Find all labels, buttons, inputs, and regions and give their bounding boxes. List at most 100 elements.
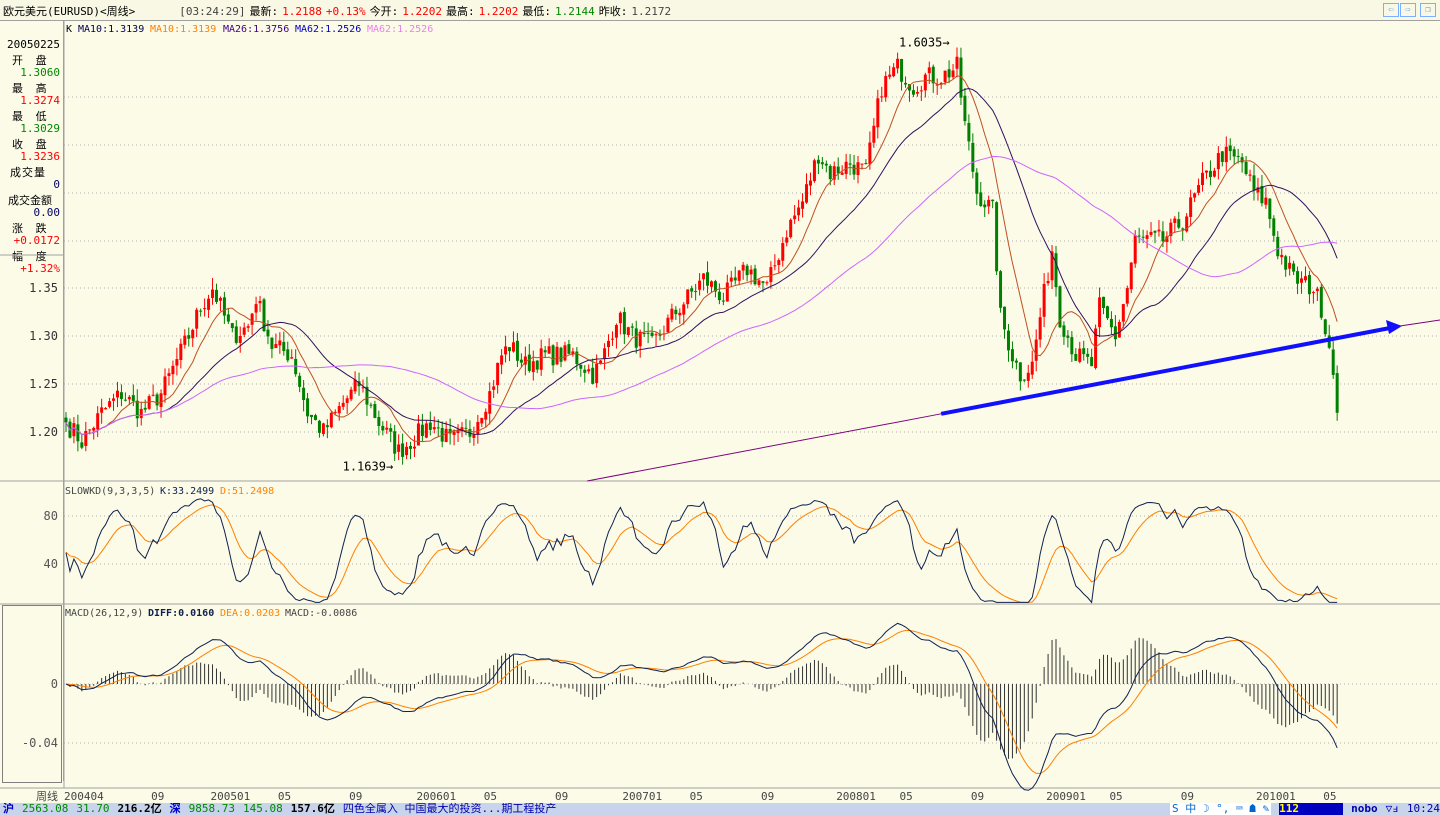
- candle-body: [424, 423, 428, 438]
- candle-body: [1129, 262, 1133, 290]
- candle-body: [1010, 349, 1014, 362]
- candle-body: [416, 423, 420, 446]
- candle-body: [603, 348, 607, 360]
- candle-body: [369, 404, 373, 406]
- kd-d-line: [65, 504, 1338, 603]
- candle-body: [1189, 197, 1193, 217]
- candle-body: [1165, 236, 1169, 243]
- forward-button[interactable]: ⇨: [1400, 3, 1416, 17]
- restore-window-button[interactable]: ❐: [1420, 3, 1436, 17]
- candle-body: [1252, 175, 1256, 191]
- candle-body: [563, 345, 567, 361]
- candle-body: [325, 425, 329, 428]
- candle-body: [1331, 349, 1335, 375]
- candle-body: [523, 356, 527, 365]
- x-tick-label: 05: [278, 790, 291, 803]
- candle-body: [1090, 357, 1094, 367]
- candle-body: [713, 281, 717, 292]
- candle-body: [476, 421, 480, 435]
- open-value: 1.2202: [402, 5, 442, 18]
- candle-body: [127, 396, 131, 400]
- sz-index: 9858.73: [188, 803, 235, 815]
- candle-body: [765, 282, 769, 284]
- candle-body: [1193, 193, 1197, 198]
- candle-body: [737, 270, 741, 281]
- candle-body: [943, 70, 947, 83]
- ime-toolbar[interactable]: S 中 ☽ °, ⌨ ☗ ✎: [1170, 803, 1272, 815]
- macd-dea: DEA:0.0203: [220, 608, 280, 619]
- status-bar: 沪 2563.08 31.70 216.2亿 深 9858.73 145.08 …: [0, 803, 1440, 815]
- info-open: 1.3060: [20, 66, 60, 79]
- candle-body: [789, 219, 793, 238]
- info-close-label: 收 盘: [12, 138, 50, 151]
- candle-body: [274, 344, 278, 349]
- legend-ma26: MA26:1.3756: [223, 24, 289, 35]
- arrow-head-icon: [1386, 320, 1402, 334]
- candle-body: [167, 373, 171, 376]
- news-ticker[interactable]: 四色全属入 中国最大的投资...期工程投产: [342, 803, 557, 815]
- legend-ma10-alt: MA10:1.3139: [150, 24, 216, 35]
- x-tick-label: 09: [761, 790, 774, 803]
- kd-k-line: [65, 498, 1338, 604]
- prev-value: 1.2172: [631, 5, 672, 18]
- candle-body: [76, 424, 80, 442]
- x-tick-label: 05: [484, 790, 497, 803]
- candle-body: [218, 297, 222, 301]
- candle-body: [614, 325, 618, 338]
- candle-body: [1062, 325, 1066, 337]
- latest-value: 1.2188: [282, 5, 322, 18]
- candle-body: [444, 428, 448, 443]
- x-tick-label: 05: [690, 790, 703, 803]
- x-tick-label: 200801: [836, 790, 876, 803]
- info-open-label: 开 盘: [12, 54, 50, 67]
- candle-body: [527, 354, 531, 371]
- candle-body: [678, 312, 682, 316]
- candle-body: [971, 142, 975, 172]
- candle-body: [733, 277, 737, 281]
- candle-body: [709, 281, 713, 287]
- candle-body: [654, 334, 658, 336]
- quote-line: 欧元美元(EURUSD)<周线> [03:24:29] 最新: 1.2188 +…: [3, 3, 671, 19]
- candle-body: [1288, 262, 1292, 269]
- candle-body: [860, 163, 864, 165]
- info-high: 1.3274: [20, 94, 60, 107]
- candle-body: [135, 400, 139, 419]
- kd-title: SLOWKD(9,3,3,5): [65, 486, 155, 497]
- candle-body: [64, 417, 68, 423]
- candle-body: [270, 337, 274, 349]
- candle-body: [290, 357, 294, 359]
- info-chg: +0.0172: [13, 234, 60, 247]
- candle-body: [876, 98, 880, 128]
- candle-body: [349, 389, 353, 400]
- candle-body: [757, 280, 761, 285]
- candle-body: [852, 164, 856, 175]
- candle-body: [1022, 379, 1026, 381]
- back-button[interactable]: ⇦: [1383, 3, 1399, 17]
- candle-body: [535, 360, 539, 370]
- candle-body: [599, 360, 603, 364]
- candle-body: [1014, 360, 1018, 363]
- candle-body: [119, 392, 123, 400]
- candle-body: [686, 289, 690, 305]
- candle-body: [1070, 337, 1074, 355]
- candle-body: [531, 361, 535, 373]
- candle-body: [333, 411, 337, 413]
- code-box: 112: [1279, 803, 1344, 815]
- candle-body: [539, 348, 543, 370]
- candle-body: [357, 381, 361, 387]
- candle-body: [690, 288, 694, 292]
- info-amount: 0.00: [33, 206, 61, 219]
- candle-body: [1300, 278, 1304, 283]
- candle-body: [436, 427, 440, 429]
- macd-tick-label: -0.04: [22, 736, 58, 750]
- candle-body: [163, 376, 167, 396]
- macd-value: MACD:-0.0086: [285, 608, 357, 619]
- candle-body: [1303, 276, 1307, 281]
- candle-body: [1050, 251, 1054, 281]
- kd-d: D:51.2498: [220, 486, 274, 497]
- candle-body: [987, 199, 991, 207]
- info-amount-label: 成交金额: [8, 194, 52, 207]
- candle-body: [222, 297, 226, 316]
- candle-body: [1244, 161, 1248, 175]
